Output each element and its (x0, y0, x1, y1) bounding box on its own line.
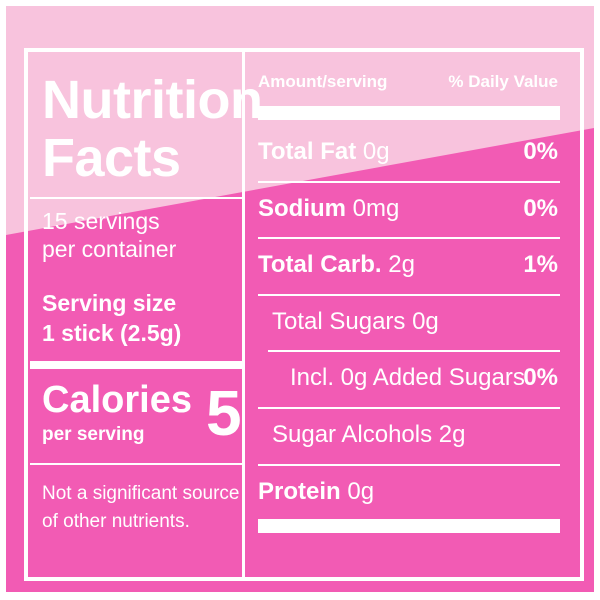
row-protein-name: Protein (258, 478, 341, 505)
row-divider (268, 350, 560, 352)
row-sugar-alcohols: Sugar Alcohols 2g (272, 421, 466, 448)
row-protein: Protein 0g (258, 478, 374, 506)
title-facts: Facts (42, 128, 181, 188)
title-nutrition: Nutrition (42, 70, 263, 130)
header-thick-bar (258, 106, 560, 120)
row-total-carb: Total Carb. 2g (258, 251, 415, 279)
row-total-carb-amount: 2g (381, 251, 415, 278)
footer-thick-bar (258, 519, 560, 533)
header-amount: Amount/serving (258, 72, 388, 91)
left-divider-2 (30, 361, 242, 369)
nutrition-label-panel (6, 6, 594, 592)
servings-line2: per container (42, 236, 177, 262)
calories-value: 5 (206, 377, 242, 449)
row-divider (258, 464, 560, 466)
row-added-sugars: Incl. 0g Added Sugars (290, 364, 525, 391)
row-total-fat-name: Total Fat (258, 138, 357, 165)
row-divider (258, 237, 560, 239)
left-divider-3 (30, 463, 242, 465)
serving-size-label: Serving size (42, 290, 177, 316)
row-total-sugars: Total Sugars 0g (272, 308, 439, 335)
row-added-sugars-dv: 0% (523, 364, 558, 391)
row-total-fat: Total Fat 0g (258, 138, 390, 166)
row-sodium: Sodium 0mg (258, 195, 399, 223)
nutrition-facts-frame (24, 48, 584, 581)
row-divider (258, 181, 560, 183)
row-protein-amount: 0g (340, 478, 375, 505)
servings-line1: 15 servings (42, 208, 160, 234)
footnote-line2: of other nutrients. (42, 511, 190, 532)
serving-size-value: 1 stick (2.5g) (42, 320, 182, 346)
row-sodium-dv: 0% (523, 195, 558, 222)
row-divider (258, 294, 560, 296)
row-divider (258, 407, 560, 409)
row-sodium-amount: 0mg (346, 195, 400, 222)
row-total-carb-dv: 1% (523, 251, 558, 278)
row-total-carb-name: Total Carb. (258, 251, 382, 278)
footnote-line1: Not a significant source (42, 483, 240, 504)
row-sodium-name: Sodium (258, 195, 346, 222)
row-total-fat-amount: 0g (356, 138, 390, 165)
calories-per-serving: per serving (42, 424, 145, 445)
row-total-fat-dv: 0% (523, 138, 558, 165)
calories-label: Calories (42, 379, 192, 421)
left-divider-1 (30, 197, 242, 199)
column-separator (242, 48, 245, 581)
header-daily-value: % Daily Value (448, 72, 558, 91)
